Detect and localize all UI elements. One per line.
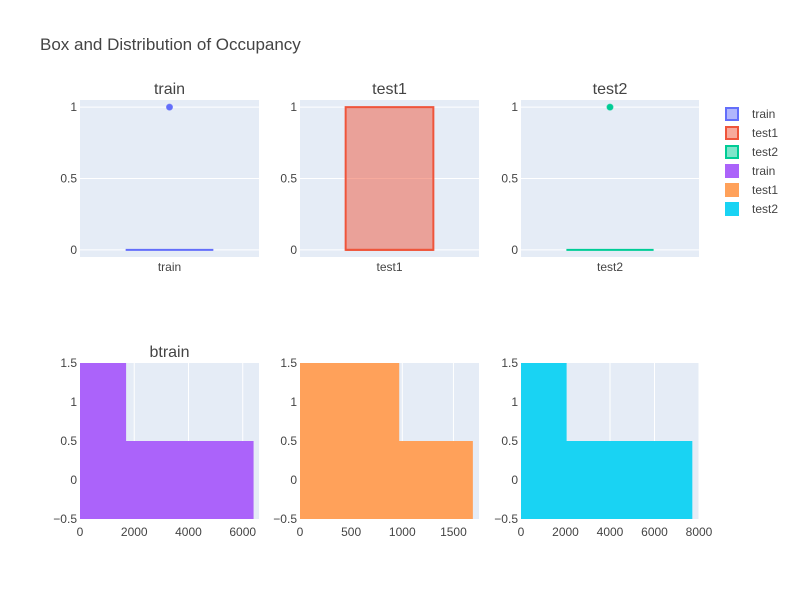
legend-swatch	[725, 107, 739, 121]
legend-item-test1[interactable]: test1	[725, 126, 778, 140]
y-tick-label: 0	[70, 473, 77, 487]
legend-label: test2	[752, 145, 778, 159]
box-body[interactable]	[344, 106, 435, 251]
x-tick-label: 6000	[641, 525, 668, 539]
x-tick-label: 1000	[389, 525, 416, 539]
legend-label: test1	[752, 183, 778, 197]
subplot-title: train	[154, 81, 185, 98]
histogram-bar[interactable]	[300, 441, 473, 519]
y-tick-label: 1	[290, 100, 297, 114]
x-tick-label: 8000	[686, 525, 713, 539]
y-tick-label: 0.5	[280, 172, 297, 186]
y-tick-label: 1	[290, 395, 297, 409]
subplot-3: 0 0.5 1 test2 test2	[501, 81, 699, 274]
y-tick-label: −0.5	[53, 512, 77, 526]
legend-label: test1	[752, 126, 778, 140]
legend[interactable]: train test1 test2 train test1 test2	[725, 107, 778, 216]
y-tick-label: 1	[70, 395, 77, 409]
legend-item-train[interactable]: train	[725, 164, 775, 178]
y-tick-label: 1	[511, 395, 518, 409]
x-category-label: test1	[376, 260, 402, 274]
y-tick-label: 0	[511, 243, 518, 257]
chart-title: Box and Distribution of Occupancy	[40, 35, 301, 54]
legend-swatch	[725, 145, 739, 159]
legend-label: train	[752, 164, 775, 178]
subplot-1: 0 0.5 1 train train	[60, 81, 259, 274]
subplot-6: 0 2000 4000 6000 8000−0.500.511.5	[494, 356, 712, 539]
y-tick-label: 0.5	[501, 434, 518, 448]
legend-swatch	[725, 183, 739, 197]
x-category-label: train	[158, 260, 181, 274]
x-tick-label: 500	[341, 525, 361, 539]
legend-item-test1[interactable]: test1	[725, 183, 778, 197]
x-tick-label: 6000	[229, 525, 256, 539]
legend-swatch	[725, 164, 739, 178]
subplot-title: test1	[372, 81, 407, 98]
legend-label: train	[752, 107, 775, 121]
y-tick-label: 1.5	[60, 356, 77, 370]
y-tick-label: 1	[70, 100, 77, 114]
x-tick-label: 4000	[175, 525, 202, 539]
x-tick-label: 4000	[597, 525, 624, 539]
y-tick-label: 0.5	[501, 172, 518, 186]
y-tick-label: −0.5	[273, 512, 297, 526]
y-tick-label: 1.5	[501, 356, 518, 370]
y-tick-label: 0.5	[60, 434, 77, 448]
x-category-label: test2	[597, 260, 623, 274]
x-tick-label: 2000	[552, 525, 579, 539]
x-tick-label: 0	[518, 525, 525, 539]
legend-item-train[interactable]: train	[725, 107, 775, 121]
subplot-title: test2	[593, 81, 628, 98]
y-tick-label: 0.5	[60, 172, 77, 186]
subplot-title: btrain	[149, 344, 189, 361]
histogram-bar[interactable]	[521, 363, 567, 441]
y-tick-label: 1.5	[280, 356, 297, 370]
outlier-point[interactable]	[166, 103, 173, 111]
histogram-bar[interactable]	[300, 363, 400, 441]
subplots: 0 0.5 1 train train 0 0.5 1 test1 test1 0 0.5 1 test2…	[53, 81, 712, 539]
y-tick-label: 0.5	[280, 434, 297, 448]
y-tick-label: −0.5	[494, 512, 518, 526]
histogram-bar[interactable]	[80, 441, 254, 519]
x-tick-label: 0	[297, 525, 304, 539]
x-tick-label: 1500	[440, 525, 467, 539]
histogram-bar[interactable]	[521, 441, 693, 519]
outlier-point[interactable]	[606, 103, 614, 111]
x-tick-label: 0	[77, 525, 84, 539]
y-tick-label: 1	[511, 100, 518, 114]
y-tick-label: 0	[511, 473, 518, 487]
legend-swatch	[725, 202, 739, 216]
subplot-5: 0 500 1000 1500−0.500.511.5	[273, 356, 479, 539]
y-tick-label: 0	[290, 243, 297, 257]
legend-item-test2[interactable]: test2	[725, 145, 778, 159]
y-tick-label: 0	[290, 473, 297, 487]
x-tick-label: 2000	[121, 525, 148, 539]
histogram-bar[interactable]	[80, 363, 127, 441]
y-tick-label: 0	[70, 243, 77, 257]
legend-label: test2	[752, 202, 778, 216]
legend-item-test2[interactable]: test2	[725, 202, 778, 216]
subplot-2: 0 0.5 1 test1 test1	[280, 81, 479, 274]
legend-swatch	[725, 126, 739, 140]
